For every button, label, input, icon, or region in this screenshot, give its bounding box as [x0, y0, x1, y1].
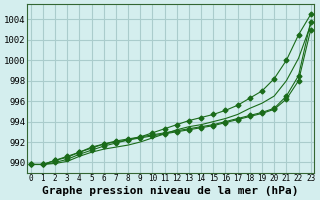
X-axis label: Graphe pression niveau de la mer (hPa): Graphe pression niveau de la mer (hPa) — [43, 186, 299, 196]
